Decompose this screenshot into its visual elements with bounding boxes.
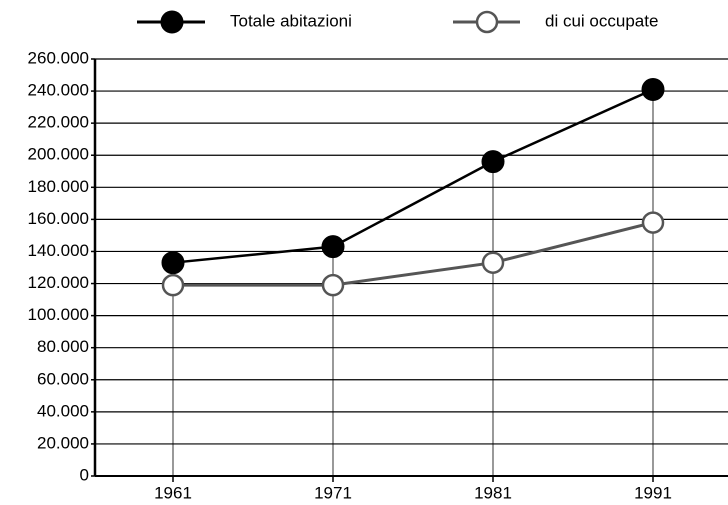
y-tick-label: 220.000 — [28, 113, 89, 132]
y-tick-label: 60.000 — [37, 369, 89, 388]
marker — [321, 235, 345, 259]
y-tick-label: 200.000 — [28, 145, 89, 164]
y-tick-label: 180.000 — [28, 177, 89, 196]
marker — [161, 251, 185, 275]
marker — [641, 211, 665, 234]
marker — [475, 10, 499, 34]
legend-label: Totale abitazioni — [230, 11, 352, 30]
marker — [161, 273, 185, 297]
y-tick-label: 240.000 — [28, 81, 89, 100]
y-tick-label: 80.000 — [37, 337, 89, 356]
series-line — [172, 88, 654, 264]
x-tick-label: 1981 — [474, 483, 512, 502]
y-tick-label: 260.000 — [28, 48, 89, 67]
series-line — [173, 221, 654, 287]
y-tick-label: 40.000 — [37, 401, 89, 420]
x-tick-label: 1971 — [314, 483, 352, 502]
marker — [641, 77, 665, 101]
y-tick-label: 160.000 — [28, 209, 89, 228]
marker — [481, 251, 505, 274]
y-tick-label: 120.000 — [28, 273, 89, 292]
x-tick-label: 1961 — [154, 483, 192, 502]
marker — [321, 273, 345, 297]
y-tick-label: 140.000 — [28, 241, 89, 260]
x-tick-label: 1991 — [634, 483, 672, 502]
marker — [160, 10, 184, 34]
marker — [481, 150, 505, 174]
y-tick-label: 0 — [80, 465, 89, 484]
legend-label: di cui occupate — [545, 11, 658, 30]
y-tick-label: 20.000 — [37, 433, 89, 452]
y-tick-label: 100.000 — [28, 305, 89, 324]
